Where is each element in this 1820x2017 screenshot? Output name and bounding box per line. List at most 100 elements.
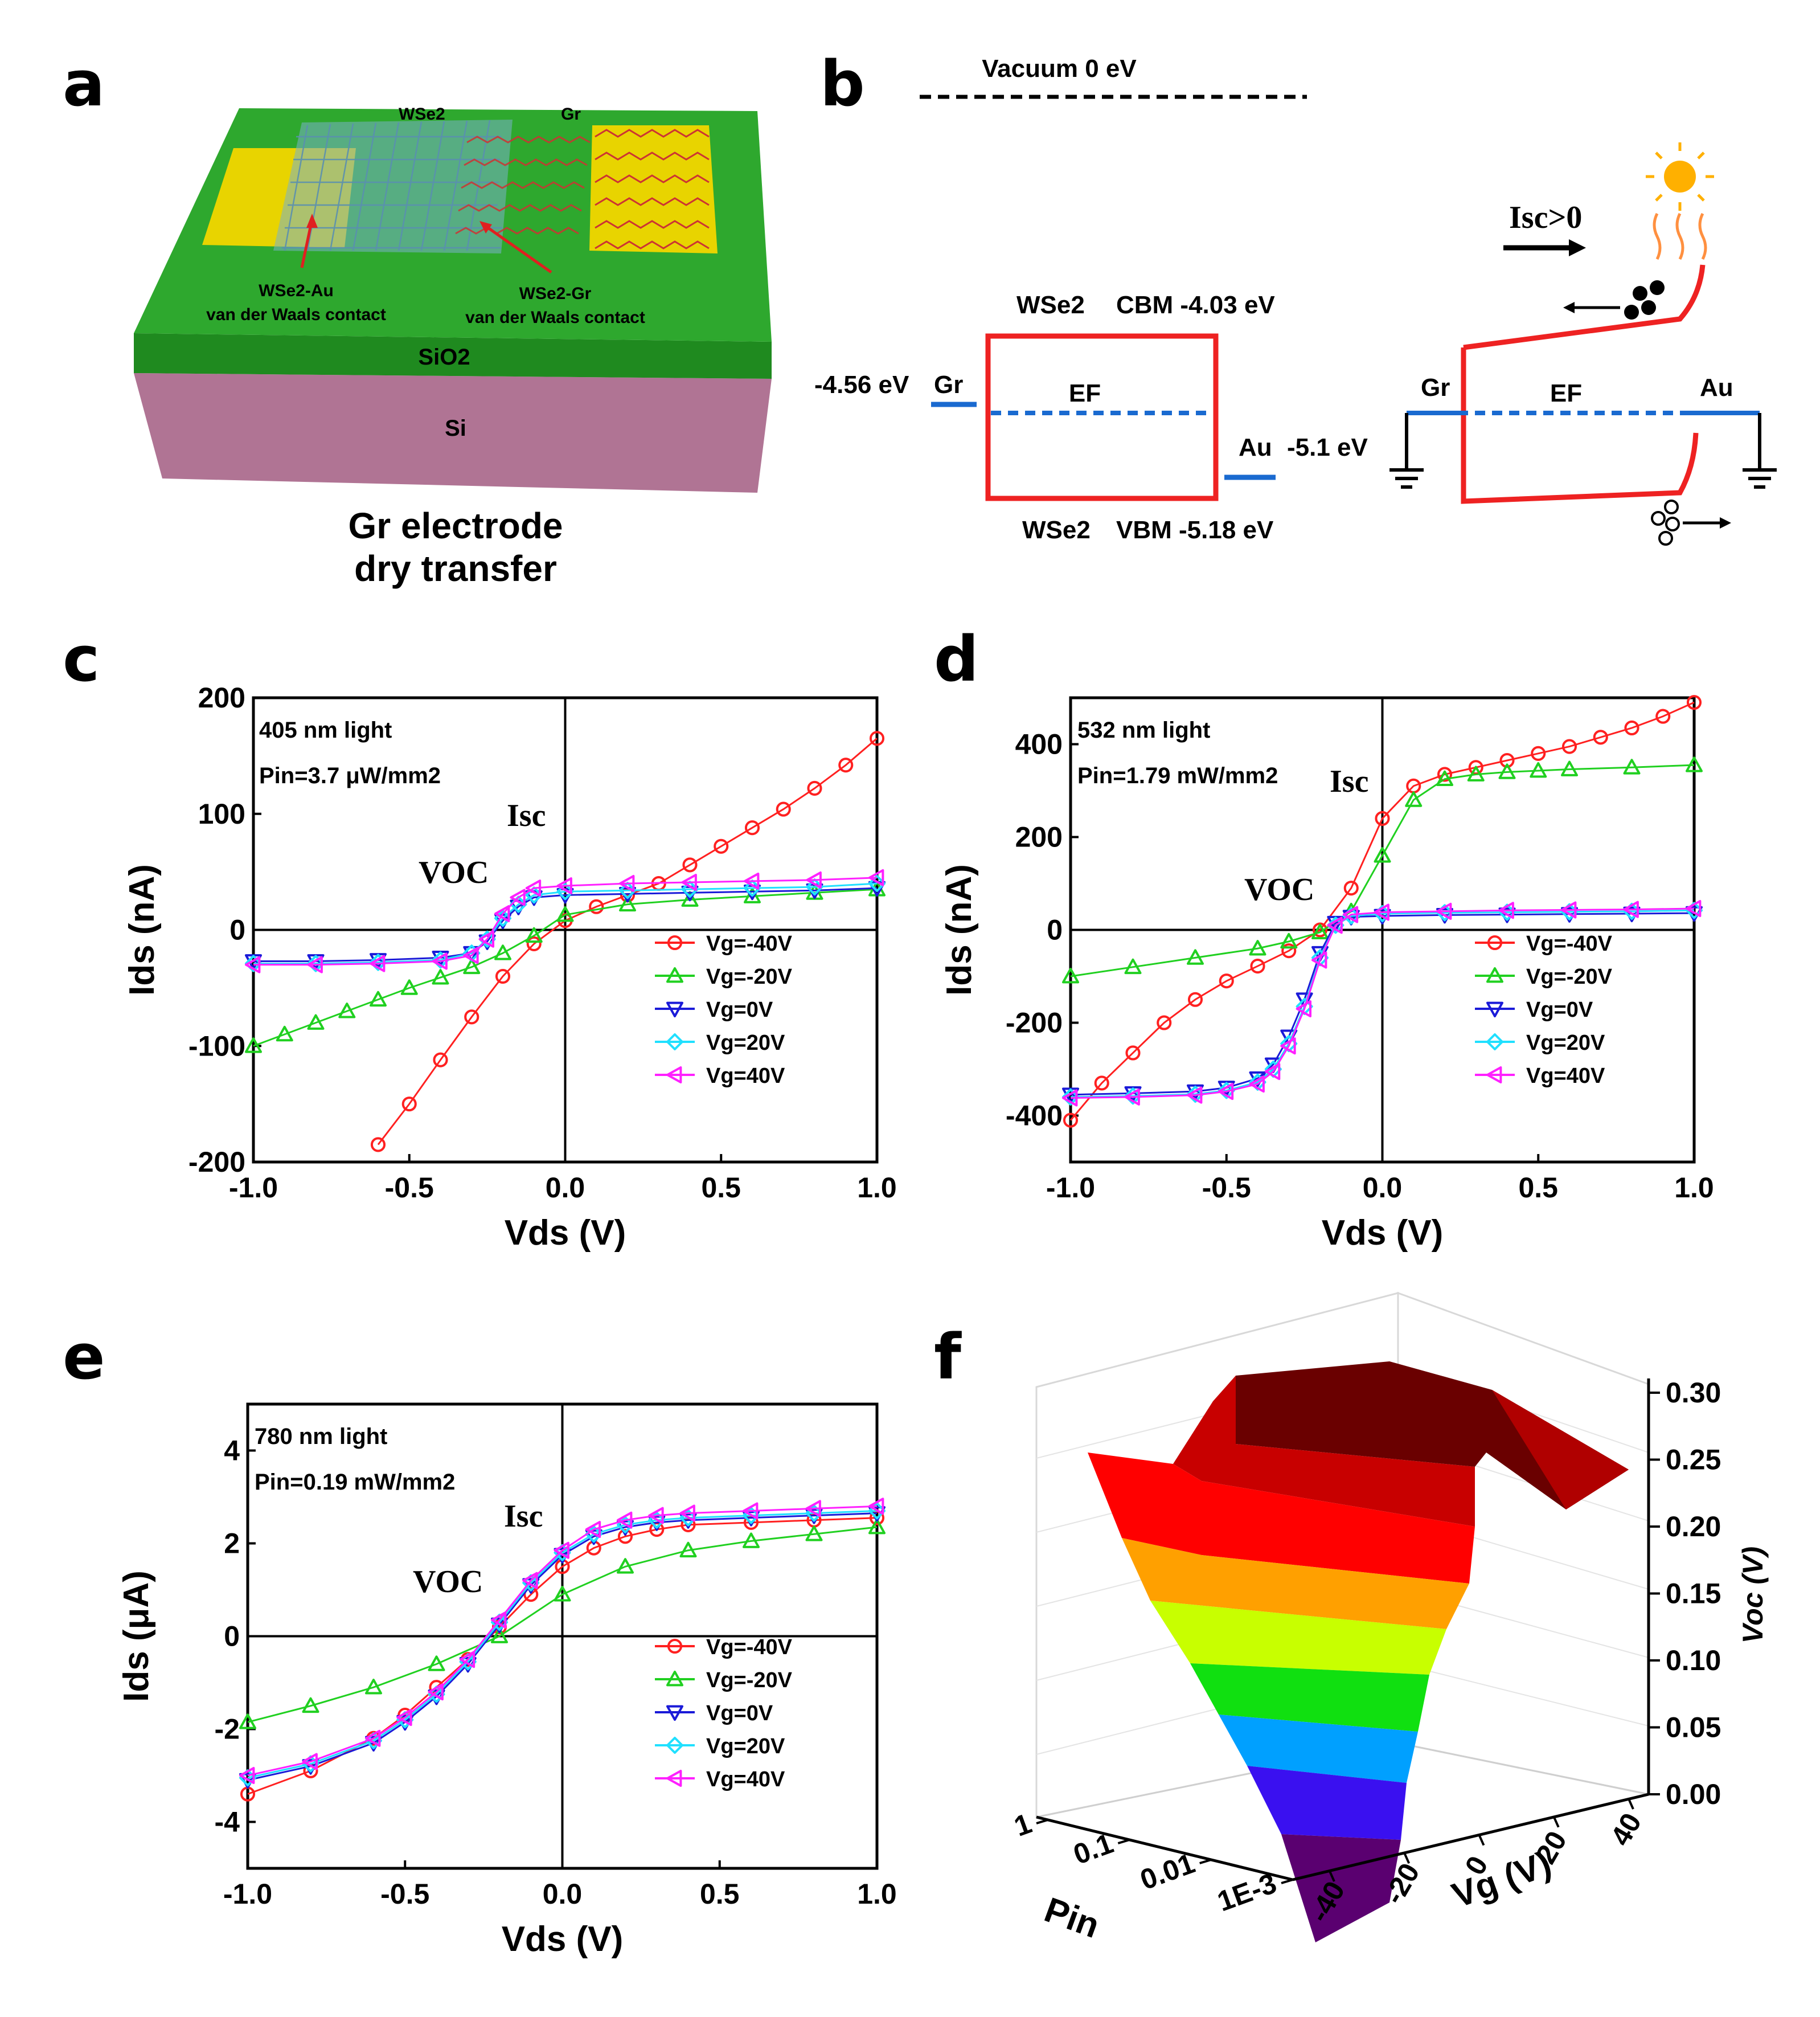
panel-label-e: e xyxy=(63,1320,105,1393)
gr-right-label: Gr xyxy=(1421,374,1450,402)
y-tick-label: -100 xyxy=(188,1030,245,1062)
electron-icon xyxy=(1633,286,1647,301)
legend-marker xyxy=(1486,967,1503,983)
data-point xyxy=(365,1729,381,1747)
z-tick-label: 0.20 xyxy=(1666,1511,1721,1543)
data-point xyxy=(1498,902,1514,919)
data-point xyxy=(401,1097,417,1112)
data-point xyxy=(494,905,510,922)
data-point xyxy=(868,1518,886,1535)
series-line xyxy=(1070,907,1695,1099)
y-axis-label: Ids (nA) xyxy=(122,864,162,996)
data-point xyxy=(1249,940,1266,956)
y-tick-label: -200 xyxy=(188,1146,245,1178)
isc-label: Isc xyxy=(1330,764,1368,799)
data-point xyxy=(464,1009,479,1025)
data-point xyxy=(1062,968,1079,984)
data-point xyxy=(589,899,604,914)
y-tick-label: 200 xyxy=(198,682,245,714)
data-point xyxy=(302,1697,319,1713)
panel-label-b: b xyxy=(820,47,865,120)
legend-label: Vg=40V xyxy=(706,1768,785,1791)
legend-marker xyxy=(666,1770,682,1787)
series-line xyxy=(253,887,878,963)
x-tick-label: 0.0 xyxy=(1363,1172,1403,1204)
z-tick-label: 0.15 xyxy=(1666,1578,1721,1610)
data-point xyxy=(1063,1112,1079,1128)
gr-contact-line1: WSe2-Gr xyxy=(519,284,592,303)
data-point xyxy=(1219,973,1234,989)
data-point xyxy=(1375,811,1390,826)
data-point xyxy=(1405,791,1423,807)
electron-icon xyxy=(1641,300,1656,315)
x-tick-label: -1.0 xyxy=(1046,1172,1095,1204)
data-point xyxy=(681,873,697,891)
data-point xyxy=(526,936,542,951)
data-point xyxy=(868,1498,884,1515)
data-point xyxy=(744,887,761,903)
series-line xyxy=(247,1526,878,1723)
power-density-note: Pin=0.19 mW/mm2 xyxy=(255,1470,455,1495)
data-point xyxy=(1624,720,1639,736)
data-point xyxy=(807,780,822,796)
x-tick-label: -0.5 xyxy=(380,1878,429,1910)
electron-icon xyxy=(1650,280,1665,295)
data-point xyxy=(432,952,448,970)
data-point xyxy=(432,969,449,985)
data-point xyxy=(868,869,884,886)
series-Vg=-20V xyxy=(239,1518,886,1729)
data-point xyxy=(1593,730,1608,745)
x-tick-label: -0.5 xyxy=(1202,1172,1251,1204)
vg-tick-mark xyxy=(1403,1852,1411,1864)
legend-marker xyxy=(667,1638,683,1654)
data-point xyxy=(1280,932,1298,949)
data-point xyxy=(806,871,822,889)
data-point xyxy=(1343,881,1359,896)
pin-tick-label: 1E-3 xyxy=(1213,1867,1280,1918)
vg-tick-mark xyxy=(1552,1816,1560,1828)
pin-tick-mark xyxy=(1199,1859,1212,1864)
wse2-flake xyxy=(273,120,513,253)
data-point xyxy=(1280,1037,1296,1055)
series-Vg=40V xyxy=(245,869,884,973)
data-point xyxy=(1296,992,1313,1008)
x-tick-label: -1.0 xyxy=(223,1878,272,1910)
legend-label: Vg=40V xyxy=(1526,1064,1605,1088)
x-tick-label: 0.5 xyxy=(1518,1172,1558,1204)
z-tick-label: 0.25 xyxy=(1666,1444,1721,1476)
data-point xyxy=(1655,709,1671,724)
series-line xyxy=(1070,764,1695,977)
data-point xyxy=(619,875,635,892)
gr-contact-line2: van der Waals contact xyxy=(465,308,645,327)
data-point xyxy=(1218,1083,1234,1100)
pin-axis-label: Pin xyxy=(1039,1890,1104,1946)
data-point xyxy=(370,955,386,972)
data-point xyxy=(1311,951,1327,969)
series-line xyxy=(1070,909,1695,1098)
panel-label-f: f xyxy=(934,1320,962,1393)
y-tick-label: 100 xyxy=(198,798,245,830)
legend-label: Vg=0V xyxy=(706,998,773,1022)
data-point xyxy=(1561,739,1577,754)
data-point xyxy=(1124,958,1142,975)
light-wavelength-note: 780 nm light xyxy=(255,1424,387,1449)
x-tick-label: -0.5 xyxy=(385,1172,434,1204)
electron-icon xyxy=(1624,305,1639,320)
panel-label-c: c xyxy=(63,623,100,695)
wse2-top-label: WSe2 xyxy=(399,105,445,124)
data-point xyxy=(743,1502,759,1520)
data-point xyxy=(1250,959,1265,974)
data-point xyxy=(1561,760,1578,776)
data-point xyxy=(491,1611,507,1629)
x-tick-label: 1.0 xyxy=(857,1878,897,1910)
hole-icon xyxy=(1664,500,1679,514)
series-Vg=-40V xyxy=(370,731,885,1152)
series-line xyxy=(247,1509,878,1779)
series-line xyxy=(253,877,878,966)
gr-label: Gr xyxy=(934,371,963,399)
x-tick-label: 0.0 xyxy=(543,1878,583,1910)
pin-tick-label: 1 xyxy=(1010,1807,1035,1843)
data-point xyxy=(1437,767,1453,782)
data-point xyxy=(428,1655,445,1671)
y-tick-label: 4 xyxy=(224,1435,240,1467)
